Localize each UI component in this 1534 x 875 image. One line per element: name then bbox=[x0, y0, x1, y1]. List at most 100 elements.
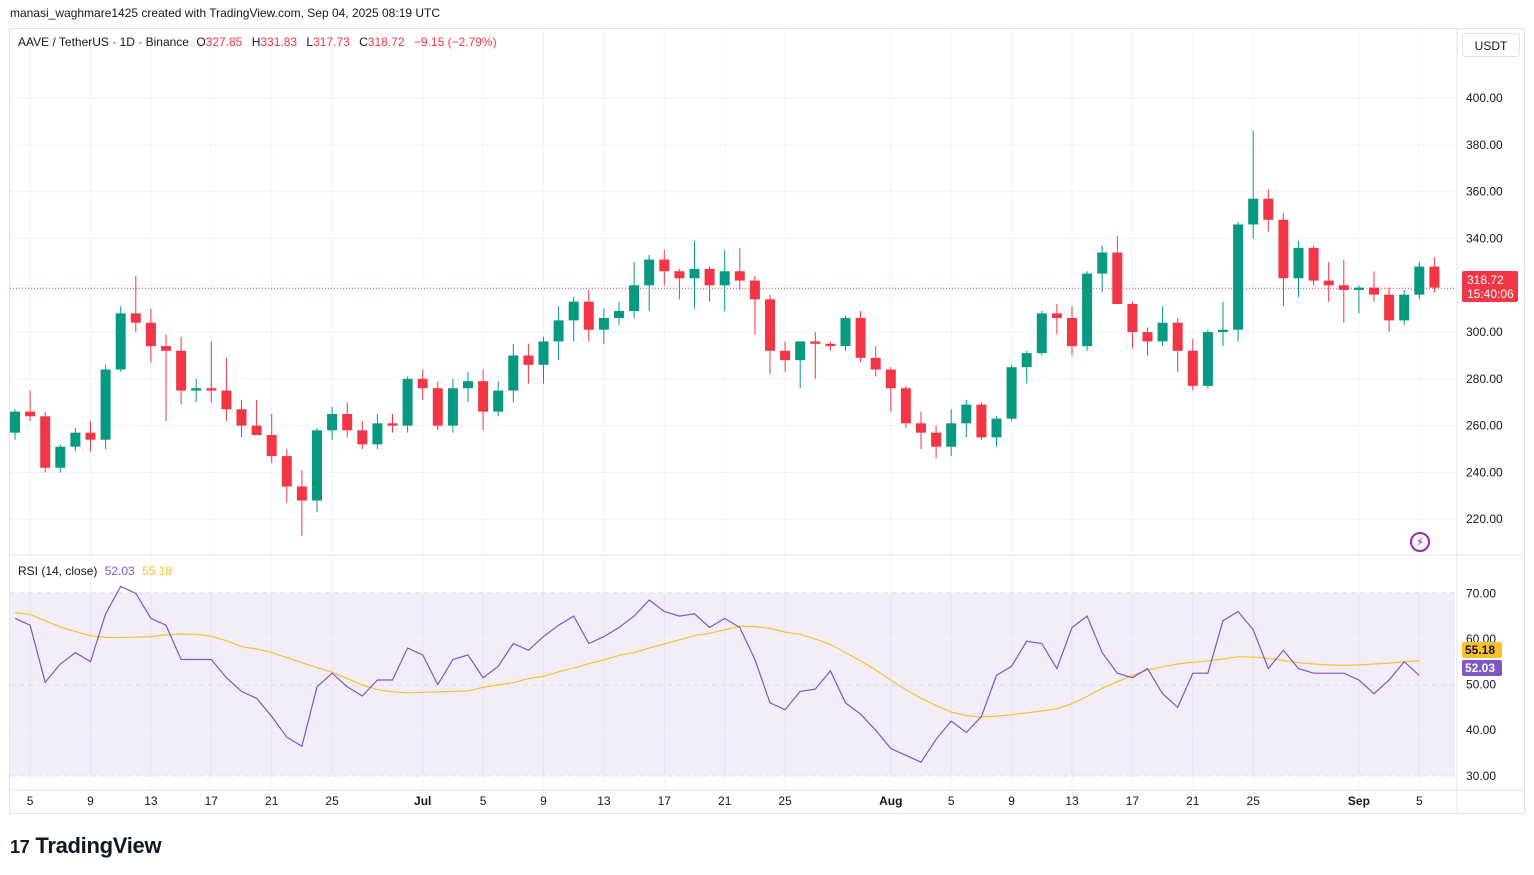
time-tick-label: 25 bbox=[778, 794, 792, 808]
chart-attribution: manasi_waghmare1425 created with Trading… bbox=[10, 6, 441, 20]
candle-body bbox=[1399, 294, 1410, 321]
candle-body bbox=[1218, 329, 1228, 333]
time-tick-label: 25 bbox=[1247, 794, 1261, 808]
time-tick-label: 13 bbox=[597, 794, 611, 808]
candle-body bbox=[402, 378, 413, 426]
bar-countdown: 15:40:06 bbox=[1467, 287, 1514, 301]
candle-body bbox=[417, 378, 428, 389]
last-price-tag: 318.72 15:40:06 bbox=[1462, 271, 1518, 302]
candle-body bbox=[251, 425, 262, 436]
candle-body bbox=[1384, 294, 1395, 321]
candle-body bbox=[387, 423, 398, 426]
candle-body bbox=[734, 271, 745, 281]
close-label: C bbox=[359, 35, 368, 49]
flash-icon[interactable]: ⚡ bbox=[1410, 532, 1430, 552]
price-tick-label: 360.00 bbox=[1466, 185, 1503, 199]
candle-body bbox=[1369, 287, 1379, 295]
candle-body bbox=[130, 313, 141, 323]
time-tick-label: 25 bbox=[325, 794, 339, 808]
candle-body bbox=[1293, 247, 1304, 279]
candle-body bbox=[161, 346, 171, 351]
candle-body bbox=[553, 320, 564, 342]
price-tick-label: 400.00 bbox=[1466, 91, 1503, 105]
candle-body bbox=[1036, 313, 1047, 354]
candle-body bbox=[1338, 285, 1349, 290]
candle-body bbox=[855, 318, 866, 358]
candle-body bbox=[538, 341, 549, 365]
candle-body bbox=[1172, 322, 1183, 351]
low-value: 317.73 bbox=[313, 35, 350, 49]
candle-body bbox=[1429, 266, 1440, 288]
candle-body bbox=[508, 355, 519, 391]
candle-body bbox=[357, 430, 368, 445]
candle-body bbox=[795, 341, 806, 361]
candle-body bbox=[176, 350, 187, 391]
candle-body bbox=[1021, 353, 1032, 368]
currency-button[interactable]: USDT bbox=[1462, 33, 1520, 57]
candle-body bbox=[1263, 198, 1274, 220]
candle-body bbox=[1051, 313, 1062, 319]
symbol-title[interactable]: AAVE / TetherUS · 1D · Binance bbox=[18, 35, 189, 49]
time-tick-label: 9 bbox=[1008, 794, 1015, 808]
price-tick-label: 300.00 bbox=[1466, 325, 1503, 339]
candle-body bbox=[765, 299, 775, 351]
candle-body bbox=[432, 388, 443, 426]
candle-body bbox=[991, 418, 1002, 438]
candle-body bbox=[931, 432, 942, 447]
low-label: L bbox=[306, 35, 314, 49]
candle-body bbox=[825, 343, 836, 347]
symbol-legend: AAVE / TetherUS · 1D · Binance O327.85 H… bbox=[18, 35, 503, 49]
rsi-value: 52.03 bbox=[104, 564, 135, 578]
rsi-title[interactable]: RSI (14, close) bbox=[18, 564, 98, 578]
time-tick-label: 5 bbox=[27, 794, 34, 808]
candle-body bbox=[10, 411, 20, 433]
price-tick-label: 340.00 bbox=[1466, 231, 1503, 245]
candle-body bbox=[372, 423, 383, 445]
candle-body bbox=[1112, 252, 1123, 304]
candle-body bbox=[1353, 287, 1364, 290]
candle-body bbox=[296, 486, 307, 501]
open-label: O bbox=[196, 35, 206, 49]
candle-body bbox=[221, 390, 232, 410]
candle-body bbox=[629, 285, 640, 312]
price-tick-label: 240.00 bbox=[1466, 465, 1503, 479]
time-tick-label: 17 bbox=[1126, 794, 1140, 808]
chart-frame bbox=[9, 28, 1525, 814]
time-tick-label: 21 bbox=[265, 794, 279, 808]
brand-name: TradingView bbox=[35, 833, 162, 858]
candle-body bbox=[312, 430, 322, 501]
rsi-tick-label: 30.00 bbox=[1466, 769, 1496, 783]
candle-body bbox=[478, 381, 489, 412]
candle-body bbox=[689, 268, 700, 279]
candle-body bbox=[1097, 252, 1108, 274]
time-tick-label: 21 bbox=[1186, 794, 1200, 808]
candle-body bbox=[1248, 198, 1259, 225]
candle-body bbox=[870, 357, 881, 370]
tradingview-brand[interactable]: 17 TradingView bbox=[10, 833, 162, 859]
candle-body bbox=[342, 413, 353, 431]
candle-body bbox=[145, 322, 156, 347]
time-tick-label: 21 bbox=[718, 794, 732, 808]
candle-body bbox=[885, 369, 896, 389]
last-price-value: 318.72 bbox=[1467, 273, 1504, 287]
candle-body bbox=[1142, 332, 1153, 342]
candle-body bbox=[1308, 247, 1319, 281]
rsi-axis-tag: 52.03 bbox=[1462, 660, 1502, 676]
time-tick-label: Jul bbox=[414, 794, 431, 808]
candle-body bbox=[704, 268, 715, 286]
candle-body bbox=[1067, 318, 1077, 347]
open-value: 327.85 bbox=[205, 35, 243, 49]
close-value: 318.72 bbox=[367, 35, 405, 49]
candle-body bbox=[206, 388, 217, 391]
time-tick-label: 13 bbox=[1065, 794, 1079, 808]
rsi-sma-line bbox=[14, 612, 1420, 718]
candle-body bbox=[115, 313, 126, 370]
candle-body bbox=[674, 271, 685, 279]
candle-body bbox=[523, 355, 534, 365]
price-tick-label: 260.00 bbox=[1466, 419, 1503, 433]
candle-body bbox=[1278, 219, 1289, 279]
rsi-tick-label: 40.00 bbox=[1466, 723, 1496, 737]
price-tick-label: 380.00 bbox=[1466, 138, 1503, 152]
candle-body bbox=[749, 280, 760, 300]
